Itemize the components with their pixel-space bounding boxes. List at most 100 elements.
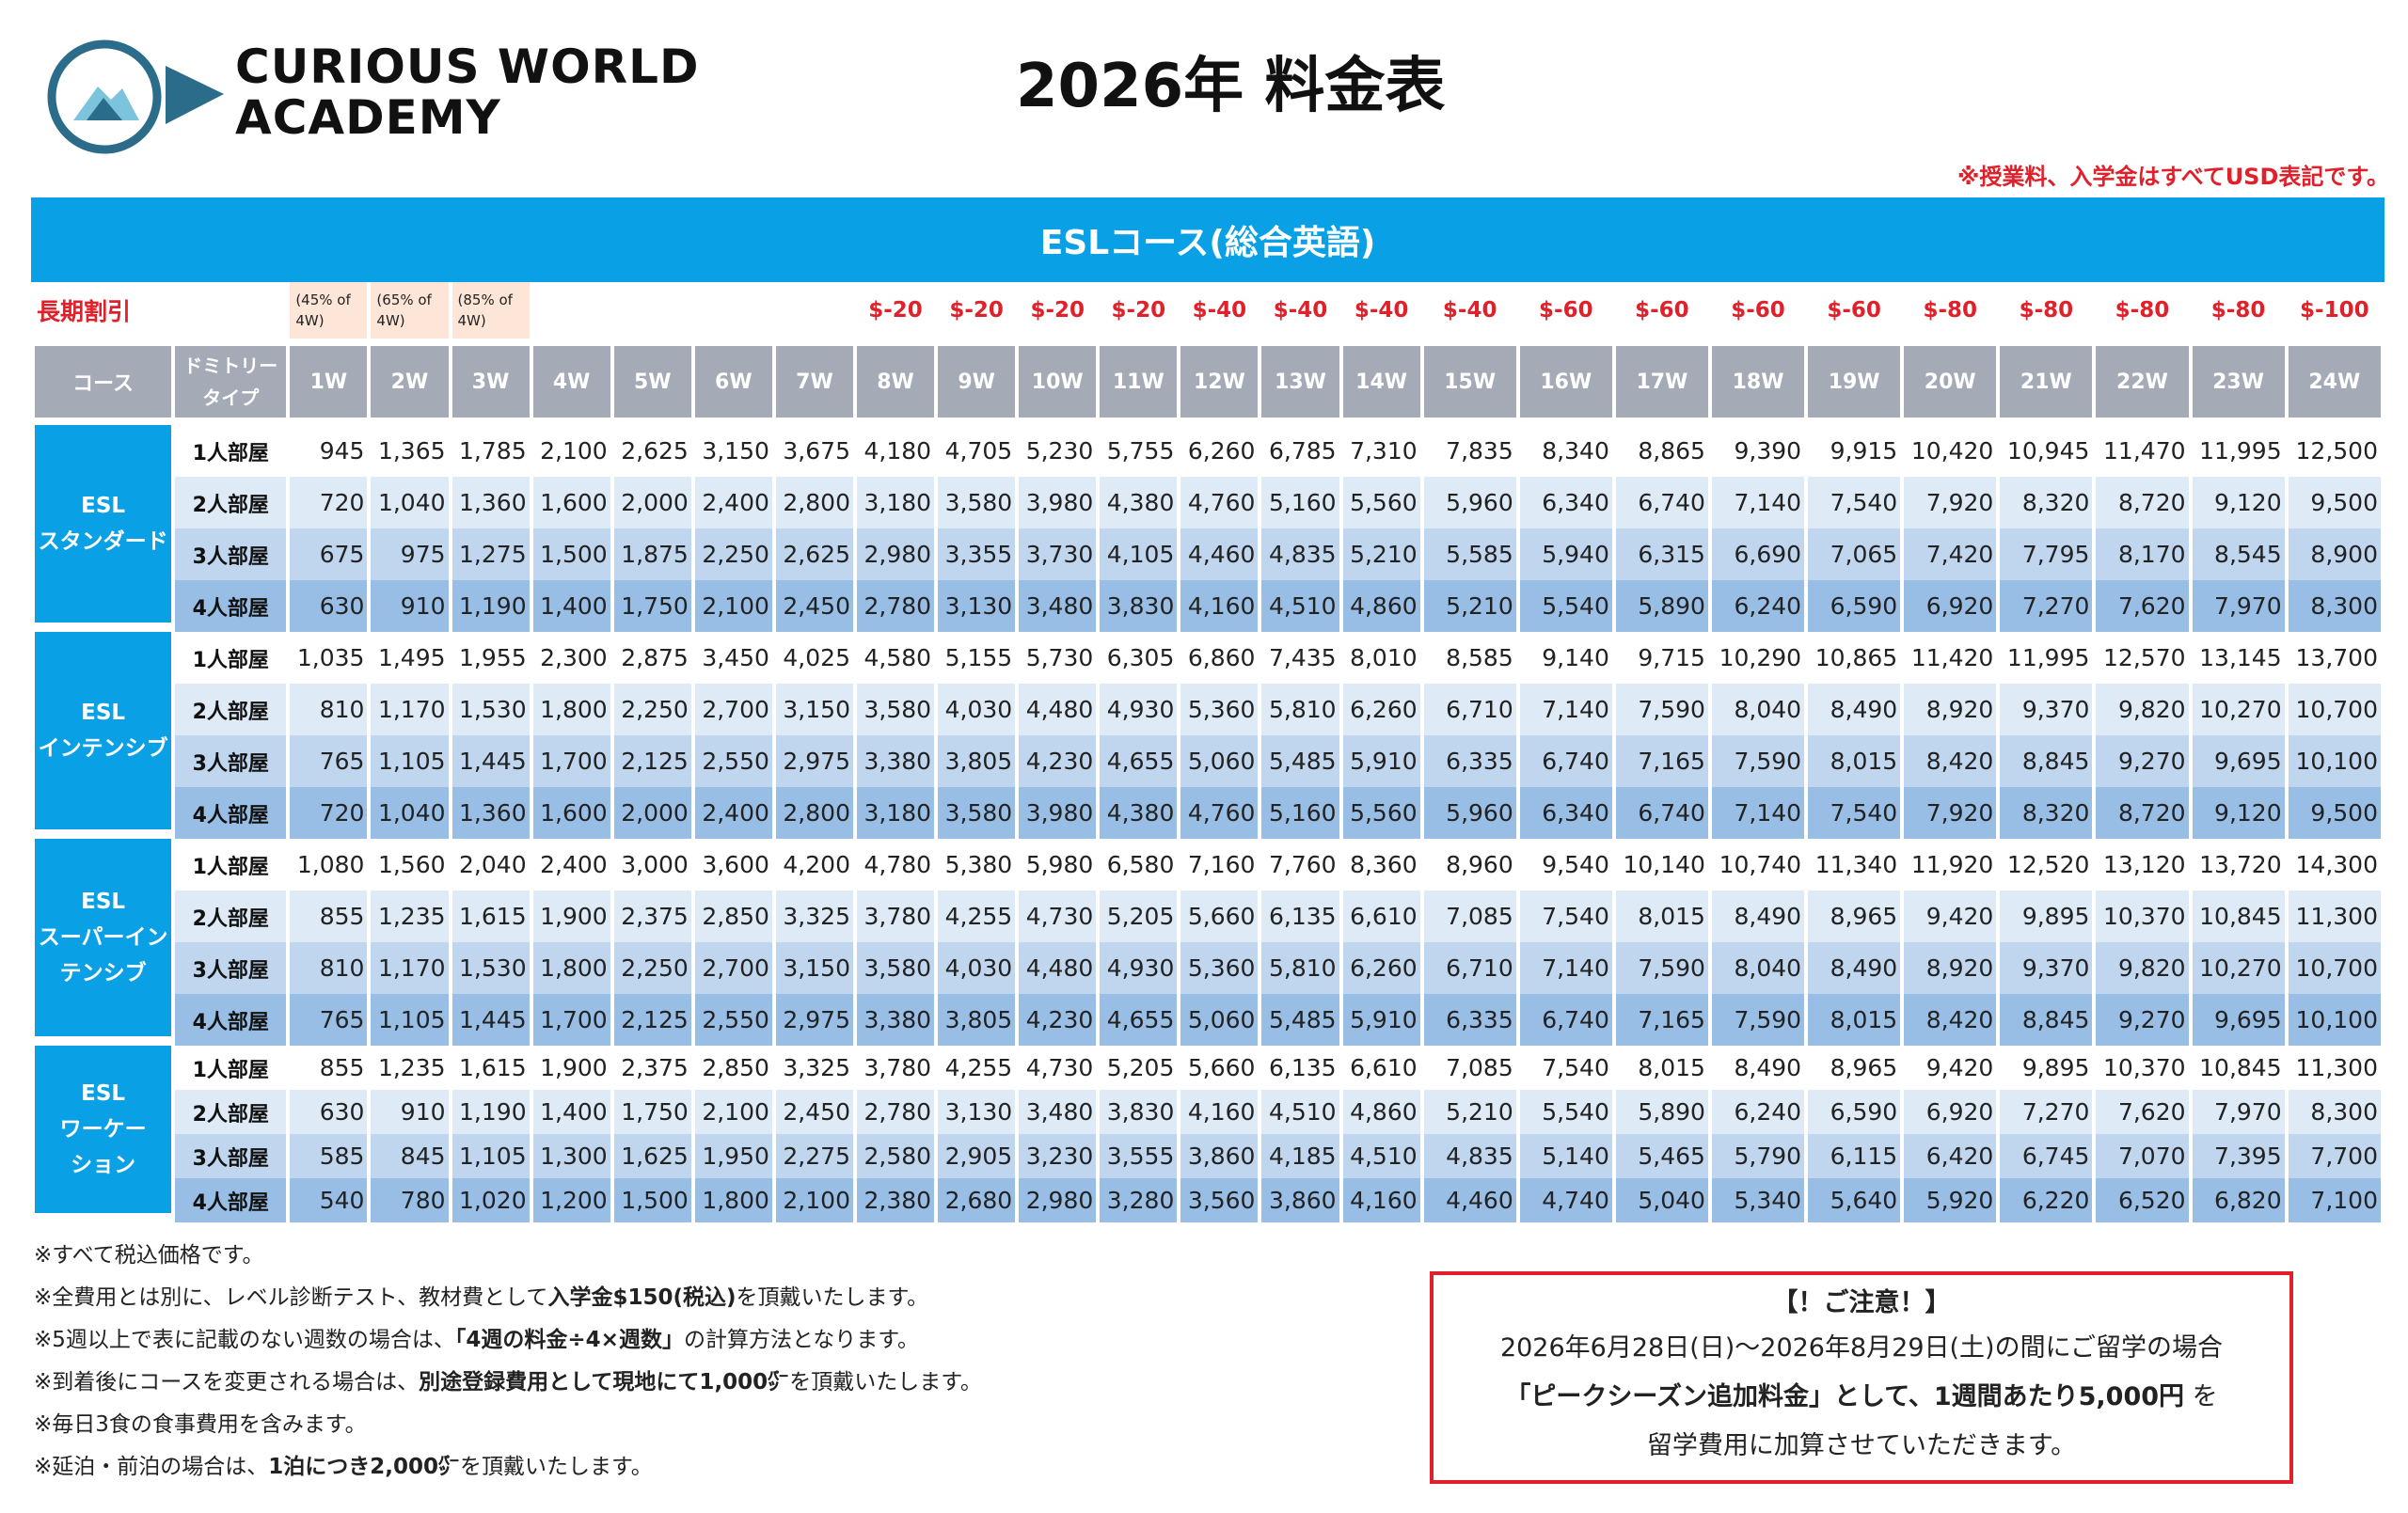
price-cell: 3,150: [775, 684, 853, 735]
price-cell: 10,845: [2199, 1054, 2282, 1081]
price-cell: 9,715: [1638, 644, 1705, 671]
price-cell: 5,360: [1180, 684, 1259, 735]
mountain-logo-icon: [47, 39, 224, 154]
price-cell: 1,530: [452, 942, 530, 994]
price-cell: 1,080: [296, 851, 365, 878]
price-cell: 2,250: [694, 528, 772, 580]
table-row: ESL インテンシブ 1人部屋 1,035 1,495 1,955 2,300 2,875 3…: [35, 632, 2381, 839]
price-table: 長期割引 (45% of 4W) (65% of 4W) (85% of 4W) $-2…: [31, 282, 2384, 1222]
price-cell: 1,445: [452, 994, 530, 1046]
week-header: 1W: [290, 339, 368, 425]
week-header: 3W: [452, 339, 530, 425]
week-header: 22W: [2096, 339, 2189, 425]
price-cell: 9,895: [2021, 1054, 2090, 1081]
price-cell: 5,140: [1519, 1134, 1612, 1178]
price-cell: 9,820: [2096, 942, 2189, 994]
price-cell: 7,590: [1711, 994, 1805, 1046]
price-cell: 2,975: [775, 735, 853, 787]
price-cell: 3,860: [1180, 1134, 1259, 1178]
currency-note: ※授業料、入学金はすべてUSD表記です。: [1957, 164, 2389, 190]
price-cell: 4,380: [1100, 787, 1178, 839]
week-header: 8W: [856, 339, 935, 425]
discount-value: $-20: [868, 298, 923, 323]
table-row: 3人部屋 585 845 1,105 1,300 1,625 1,950 2,275 2,580…: [35, 1134, 2381, 1178]
price-cell: 1,615: [459, 1054, 527, 1081]
price-cell: 7,310: [1350, 437, 1418, 465]
price-cell: 11,420: [1910, 644, 1994, 671]
price-cell: 7,620: [2096, 1090, 2189, 1134]
price-cell: 1,235: [371, 890, 449, 942]
week-header: 20W: [1904, 339, 1997, 425]
notice-line-2: 「ピークシーズン追加料金」として、1週間あたり5,000円 を: [1505, 1382, 2218, 1411]
price-cell: 1,300: [532, 1134, 610, 1178]
room-type-cell: 2人部屋: [175, 477, 287, 528]
price-cell: 1,190: [452, 580, 530, 632]
price-cell: 3,380: [856, 735, 935, 787]
price-cell: 2,875: [621, 644, 689, 671]
price-cell: 1,600: [532, 477, 610, 528]
price-cell: 3,480: [1019, 1090, 1097, 1134]
table-row: 2人部屋 630 910 1,190 1,400 1,750 2,100 2,450 2,780…: [35, 1090, 2381, 1134]
price-cell: 1,625: [613, 1134, 691, 1178]
price-cell: 2,125: [613, 735, 691, 787]
price-cell: 9,915: [1830, 437, 1898, 465]
price-cell: 2,250: [613, 684, 691, 735]
price-cell: 3,450: [702, 644, 769, 671]
price-cell: 5,155: [944, 644, 1013, 671]
notice-title: 【！ご注意！】: [1772, 1288, 1951, 1317]
price-cell: 5,980: [1025, 851, 1094, 878]
discount-value: $-80: [1923, 298, 1978, 323]
price-cell: 8,920: [1904, 684, 1997, 735]
price-cell: 2,380: [856, 1178, 935, 1222]
price-cell: 1,900: [532, 890, 610, 942]
discount-value: $-80: [2210, 298, 2266, 323]
room-type-cell: 2人部屋: [175, 684, 287, 735]
price-cell: 6,335: [1423, 735, 1516, 787]
price-cell: 1,275: [452, 528, 530, 580]
price-cell: 9,270: [2096, 735, 2189, 787]
room-type-cell: 4人部屋: [175, 787, 287, 839]
price-cell: 4,160: [1180, 580, 1259, 632]
price-cell: 7,970: [2192, 1090, 2285, 1134]
price-cell: 4,835: [1423, 1134, 1516, 1178]
price-cell: 7,070: [2096, 1134, 2189, 1178]
price-cell: 6,305: [1106, 644, 1175, 671]
room-type-cell: 3人部屋: [175, 528, 287, 580]
price-cell: 1,785: [459, 437, 527, 465]
price-cell: 2,040: [459, 851, 527, 878]
price-cell: 2,850: [694, 890, 772, 942]
academy-logo: CURIOUS WORLD ACADEMY: [45, 38, 722, 160]
price-cell: 8,320: [2000, 477, 2093, 528]
price-cell: 5,910: [1342, 735, 1420, 787]
price-cell: 1,750: [613, 1090, 691, 1134]
price-cell: 3,830: [1100, 1090, 1178, 1134]
price-cell: 5,890: [1615, 1090, 1708, 1134]
discount-empty: [776, 282, 853, 339]
price-cell: 7,140: [1711, 787, 1805, 839]
price-cell: 720: [290, 787, 368, 839]
price-cell: 8,900: [2288, 528, 2381, 580]
price-cell: 3,580: [856, 942, 935, 994]
price-cell: 1,800: [532, 942, 610, 994]
price-cell: 10,420: [1910, 437, 1994, 465]
room-type-cell: 1人部屋: [192, 1058, 269, 1082]
price-cell: 6,135: [1261, 890, 1339, 942]
price-cell: 10,270: [2192, 684, 2285, 735]
page-title: 2026年 料金表: [1016, 52, 1446, 121]
price-cell: 7,165: [1615, 735, 1708, 787]
price-cell: 2,100: [540, 437, 608, 465]
price-cell: 5,755: [1106, 437, 1175, 465]
price-cell: 8,960: [1446, 851, 1513, 878]
header-row: コース ドミトリータイプ 1W 2W 3W 4W 5W 6W 7W 8W 9W 10W 11W 12W 13…: [35, 339, 2381, 425]
price-cell: 10,700: [2288, 942, 2381, 994]
room-type-cell: 1人部屋: [192, 855, 269, 879]
room-type-cell: 3人部屋: [175, 735, 287, 787]
price-cell: 4,380: [1100, 477, 1178, 528]
price-cell: 2,375: [613, 890, 691, 942]
note-extra-night: ※延泊・前泊の場合は、1泊につき2,000㌬を頂戴いたします。: [34, 1455, 653, 1479]
price-cell: 3,780: [856, 890, 935, 942]
discount-value: $-40: [1273, 298, 1328, 323]
price-cell: 4,025: [783, 644, 850, 671]
discount-value: $-40: [1354, 298, 1409, 323]
discount-pct: (85% of 4W): [452, 282, 530, 339]
